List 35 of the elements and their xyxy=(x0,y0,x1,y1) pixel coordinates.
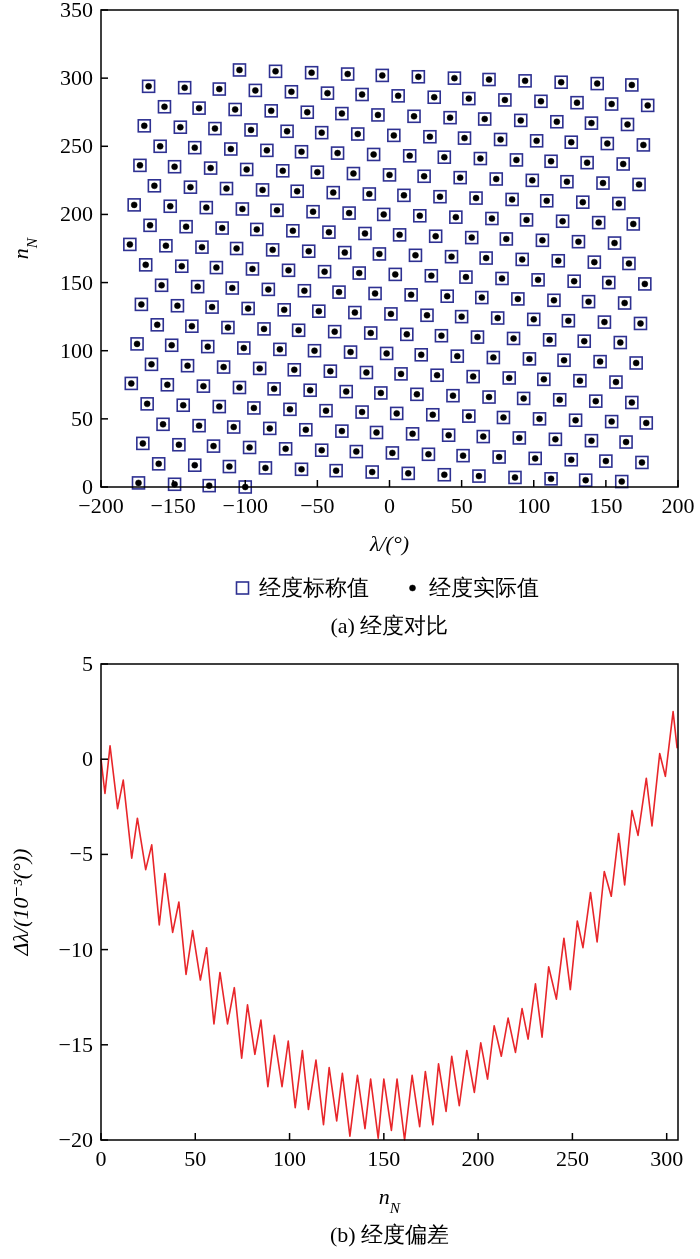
legend-label: 经度标称值 xyxy=(258,575,369,600)
x-tick-label: 50 xyxy=(450,493,473,518)
text: (a) 经度对比 xyxy=(330,613,449,638)
y-tick-label: 150 xyxy=(60,269,93,295)
y-tick-label: 350 xyxy=(60,0,93,22)
y-tick-label: −20 xyxy=(58,1127,93,1152)
x-axis-title: n$_{N}$ xyxy=(378,1184,401,1216)
x-tick-label: 100 xyxy=(517,493,551,518)
line-series xyxy=(100,710,678,1141)
y-tick-label: 0 xyxy=(82,746,93,772)
y-tick-label: −15 xyxy=(58,1031,93,1057)
y-tick-label: 50 xyxy=(71,405,93,431)
x-tick-label: 150 xyxy=(589,493,623,518)
x-tick-label: 150 xyxy=(367,1146,401,1171)
x-tick-label: 200 xyxy=(461,1146,495,1171)
x-tick-label: 250 xyxy=(555,1146,589,1171)
y-tick-label: 300 xyxy=(60,65,93,91)
y-tick-label: 250 xyxy=(60,133,93,159)
y-axis-title: Δλ/(10⁻³(°)) xyxy=(8,848,33,957)
text: (b) 经度偏差 xyxy=(329,1222,450,1247)
x-tick-label: −50 xyxy=(300,493,335,518)
x-tick-label: 100 xyxy=(273,1146,307,1171)
y-tick-label: 5 xyxy=(82,651,93,676)
y-tick-label: 200 xyxy=(60,201,93,227)
x-tick-label: 200 xyxy=(661,493,695,518)
x-tick-label: 300 xyxy=(650,1146,684,1171)
y-tick-label: −5 xyxy=(69,841,93,867)
x-tick-label: 0 xyxy=(384,493,395,518)
x-tick-label: 50 xyxy=(184,1146,207,1171)
legend-label: 经度实际值 xyxy=(428,575,539,600)
x-axis-title: λ/(°) xyxy=(368,531,410,556)
y-tick-label: −10 xyxy=(58,936,93,962)
x-tick-label: −100 xyxy=(222,493,268,518)
x-tick-label: −150 xyxy=(150,493,196,518)
y-tick-label: 100 xyxy=(60,337,93,363)
